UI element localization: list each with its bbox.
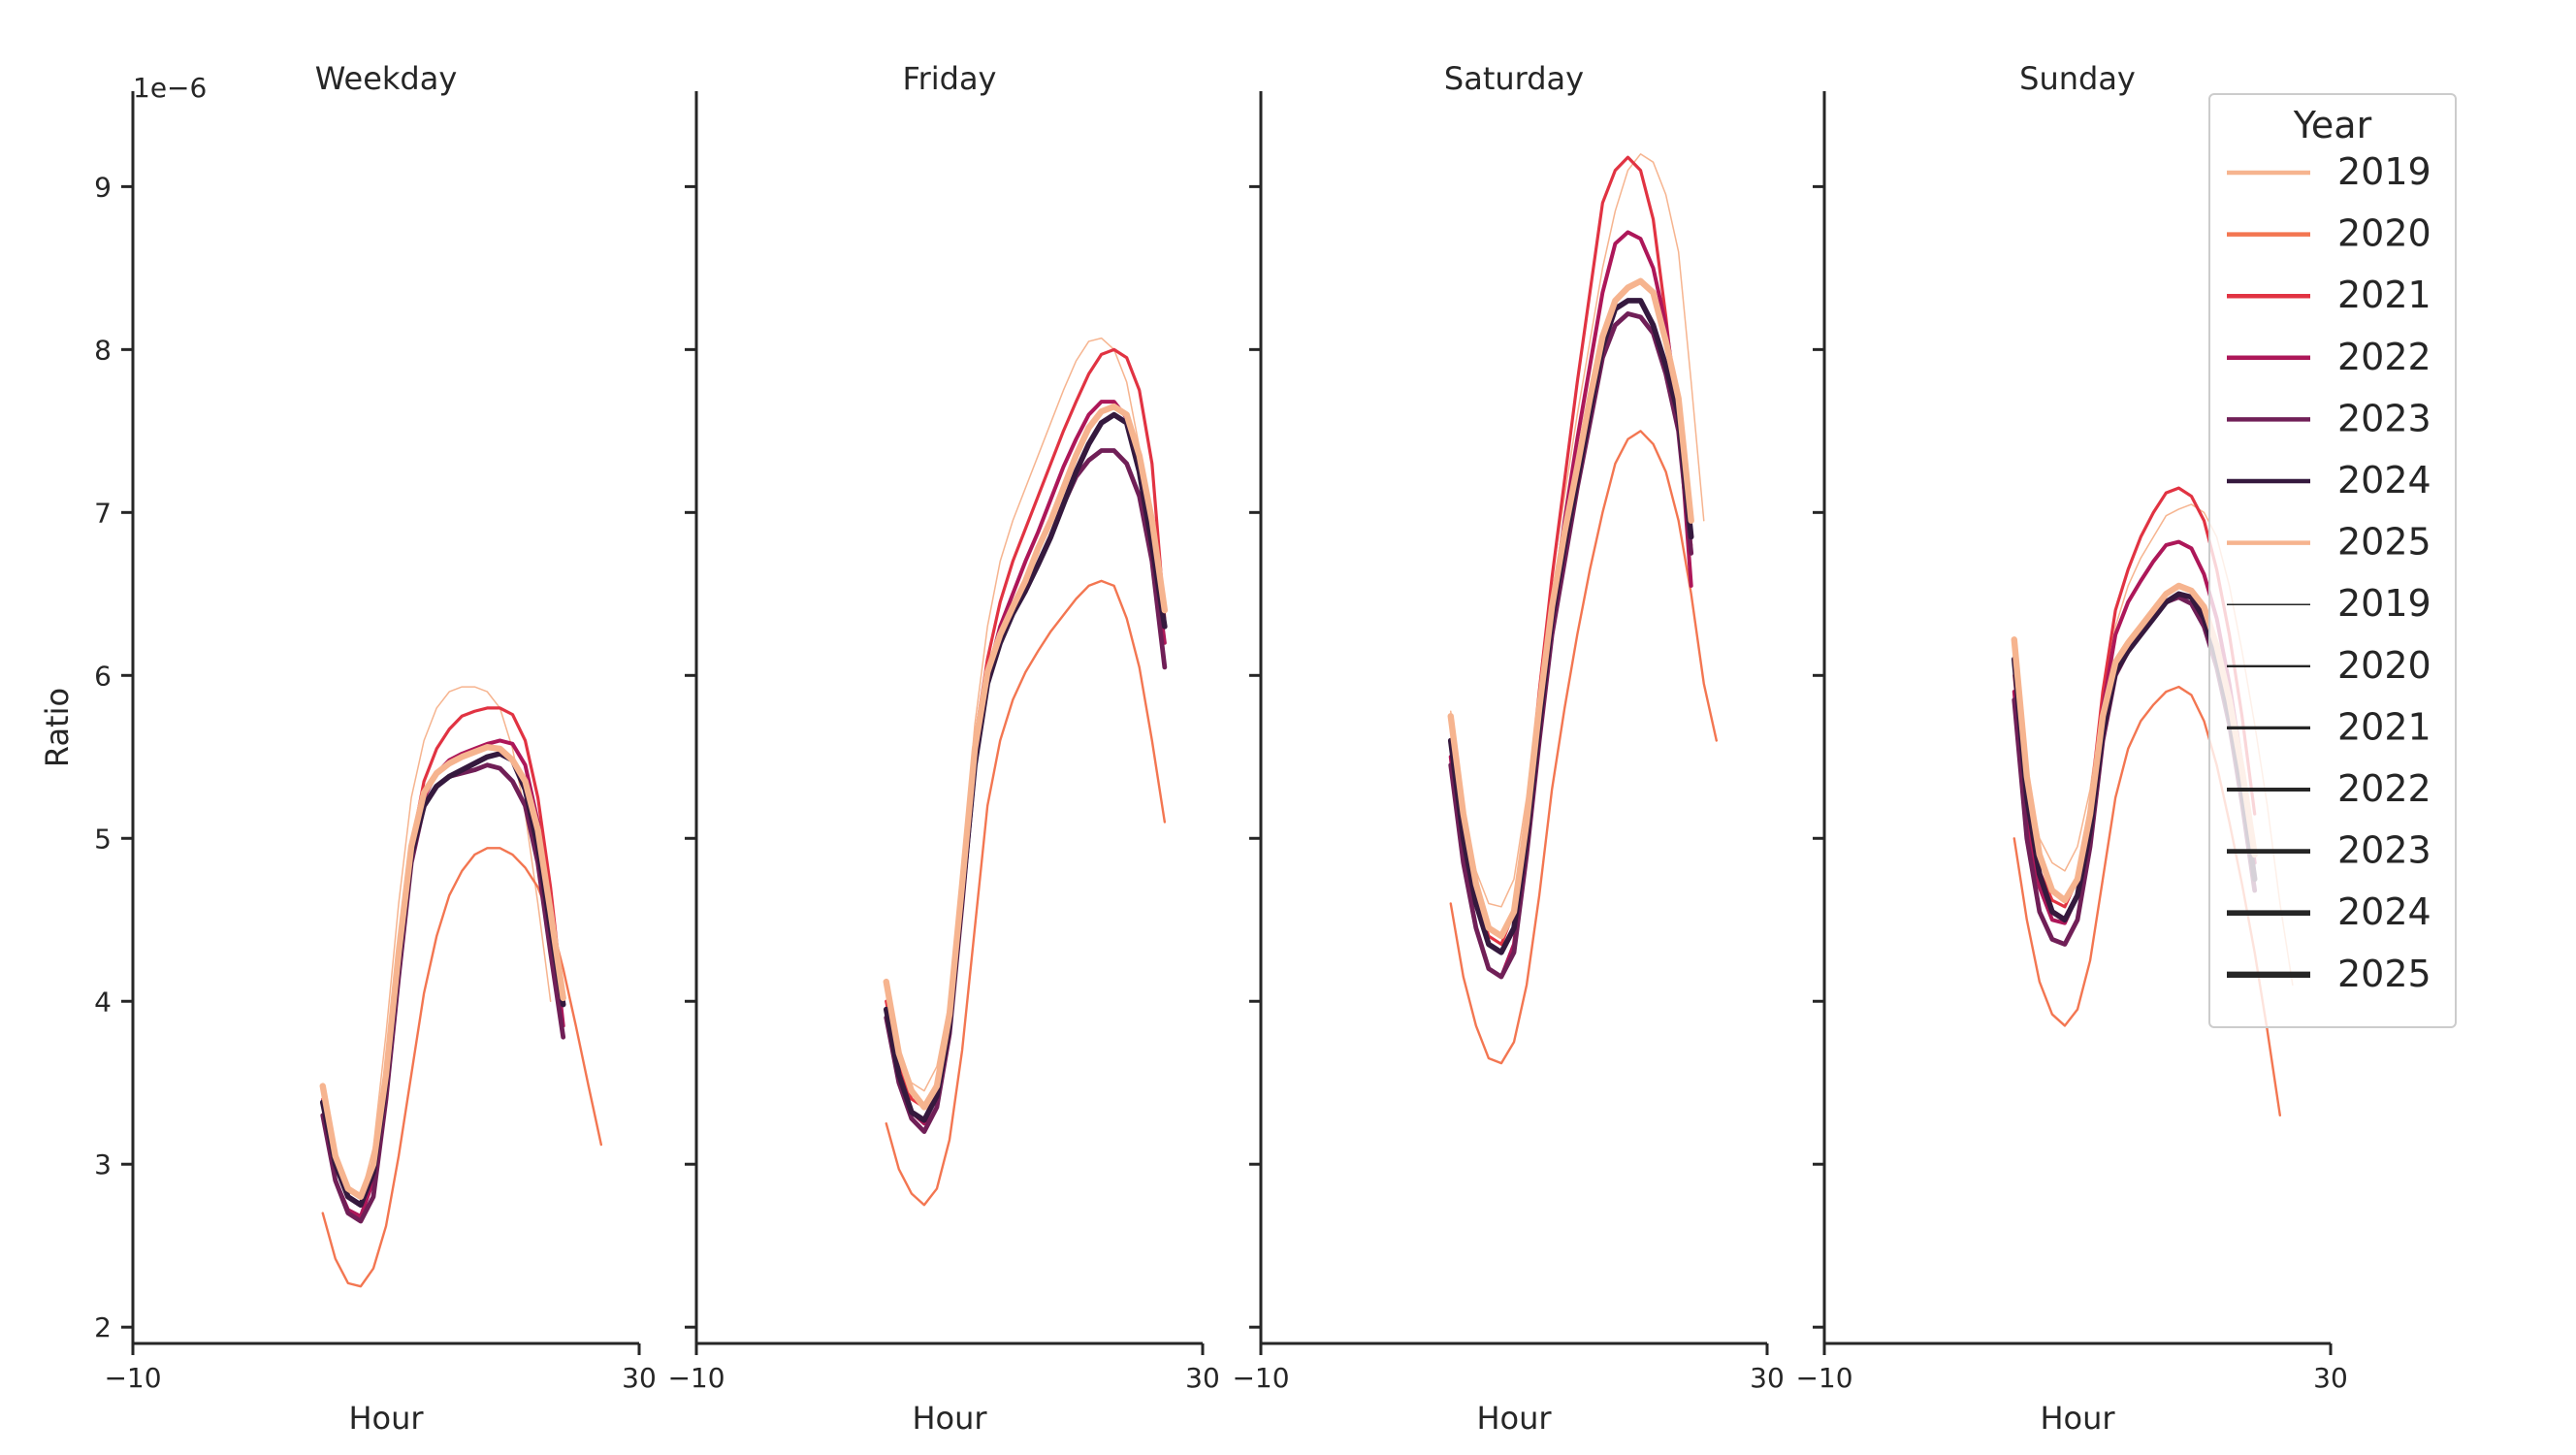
x-axis-label: Hour bbox=[912, 1400, 987, 1437]
series-line-2021 bbox=[1449, 155, 1693, 947]
series-line-2023 bbox=[884, 448, 1168, 1135]
x-tick-label: −10 bbox=[104, 1362, 161, 1394]
y-tick-label: 5 bbox=[94, 823, 112, 855]
legend-label: 2023 bbox=[2337, 397, 2431, 439]
legend-label: 2019 bbox=[2337, 150, 2431, 193]
series-line-2023 bbox=[320, 762, 566, 1224]
legend-entry-width-2025: 2025 bbox=[2227, 953, 2431, 995]
y-axis-label: Ratio bbox=[39, 688, 76, 767]
x-axis-label: Hour bbox=[1476, 1400, 1552, 1437]
panel-weekday: Weekday 2 3 4 5 6 7 8 9 −10 30 Hour bbox=[94, 60, 657, 1437]
y-tick-label: 9 bbox=[94, 171, 112, 203]
x-tick-label: 30 bbox=[1750, 1362, 1785, 1394]
legend-entry-color-2021: 2021 bbox=[2227, 274, 2431, 316]
series-line-2024 bbox=[1447, 298, 1694, 955]
legend-entry-color-2023: 2023 bbox=[2227, 397, 2431, 439]
series-line-2023 bbox=[1448, 311, 1694, 980]
legend-label: 2025 bbox=[2337, 953, 2431, 995]
legend-title: Year bbox=[2293, 104, 2372, 146]
legend-label: 2019 bbox=[2337, 582, 2431, 625]
y-tick-label: 4 bbox=[94, 986, 112, 1018]
series-line-2022 bbox=[884, 400, 1167, 1126]
legend-label: 2024 bbox=[2337, 459, 2431, 501]
y-tick-label: 2 bbox=[94, 1311, 112, 1343]
legend-label: 2021 bbox=[2337, 274, 2431, 316]
series-line-2019 bbox=[886, 337, 1166, 1092]
legend-label: 2020 bbox=[2337, 644, 2431, 687]
legend-entry-width-2022: 2022 bbox=[2227, 767, 2431, 810]
legend-entry-width-2021: 2021 bbox=[2227, 705, 2431, 748]
panel-title: Sunday bbox=[2019, 60, 2136, 97]
legend-label: 2021 bbox=[2337, 705, 2431, 748]
legend-label: 2022 bbox=[2337, 767, 2431, 810]
x-tick-label: 30 bbox=[1185, 1362, 1220, 1394]
x-tick-label: 30 bbox=[2313, 1362, 2348, 1394]
legend-entry-color-2022: 2022 bbox=[2227, 336, 2431, 378]
legend-entry-color-2019: 2019 bbox=[2227, 150, 2431, 193]
series-line-2021 bbox=[885, 347, 1167, 1110]
panel-title: Friday bbox=[903, 60, 997, 97]
y-tick-label: 6 bbox=[94, 660, 112, 692]
panel-saturday: Saturday −10 30 Hour bbox=[1232, 60, 1784, 1437]
legend-frame bbox=[2208, 93, 2457, 1028]
panel-friday: Friday −10 30 Hour bbox=[667, 60, 1219, 1437]
legend: Year 2019 2020 2021 2022 2023 2024 2025 2019 202… bbox=[2208, 93, 2457, 1028]
x-axis-label: Hour bbox=[2040, 1400, 2115, 1437]
legend-entries: 2019 2020 2021 2022 2023 2024 2025 2019 2020 2021… bbox=[2227, 150, 2431, 995]
y-tick-label: 8 bbox=[94, 334, 112, 366]
series-line-2025 bbox=[883, 403, 1169, 1111]
series-line-2025 bbox=[1447, 277, 1694, 940]
legend-entry-width-2024: 2024 bbox=[2227, 890, 2431, 933]
x-tick-label: 30 bbox=[622, 1362, 657, 1394]
legend-entry-color-2024: 2024 bbox=[2227, 459, 2431, 501]
x-tick-label: −10 bbox=[1795, 1362, 1852, 1394]
y-tick-label: 3 bbox=[94, 1148, 112, 1180]
legend-entry-width-2023: 2023 bbox=[2227, 829, 2431, 872]
legend-label: 2022 bbox=[2337, 336, 2431, 378]
series-line-2025 bbox=[319, 744, 566, 1201]
offset-label: 1e−6 bbox=[133, 72, 207, 104]
legend-entry-width-2020: 2020 bbox=[2227, 644, 2431, 687]
series-line-2019 bbox=[1450, 153, 1705, 908]
series-line-2020 bbox=[321, 847, 603, 1288]
legend-label: 2023 bbox=[2337, 829, 2431, 872]
x-axis-label: Hour bbox=[348, 1400, 424, 1437]
x-tick-label: −10 bbox=[667, 1362, 724, 1394]
legend-label: 2025 bbox=[2337, 521, 2431, 564]
legend-entry-width-2019: 2019 bbox=[2227, 582, 2431, 625]
panel-title: Weekday bbox=[315, 60, 458, 97]
panel-title: Saturday bbox=[1444, 60, 1584, 97]
x-tick-label: −10 bbox=[1232, 1362, 1289, 1394]
legend-label: 2020 bbox=[2337, 212, 2431, 255]
legend-entry-color-2020: 2020 bbox=[2227, 212, 2431, 255]
series-line-2020 bbox=[1449, 430, 1719, 1065]
y-tick-label: 7 bbox=[94, 497, 112, 529]
series-line-2020 bbox=[885, 579, 1167, 1207]
legend-label: 2024 bbox=[2337, 890, 2431, 933]
legend-entry-color-2025: 2025 bbox=[2227, 521, 2431, 564]
series-line-2024 bbox=[883, 411, 1168, 1123]
